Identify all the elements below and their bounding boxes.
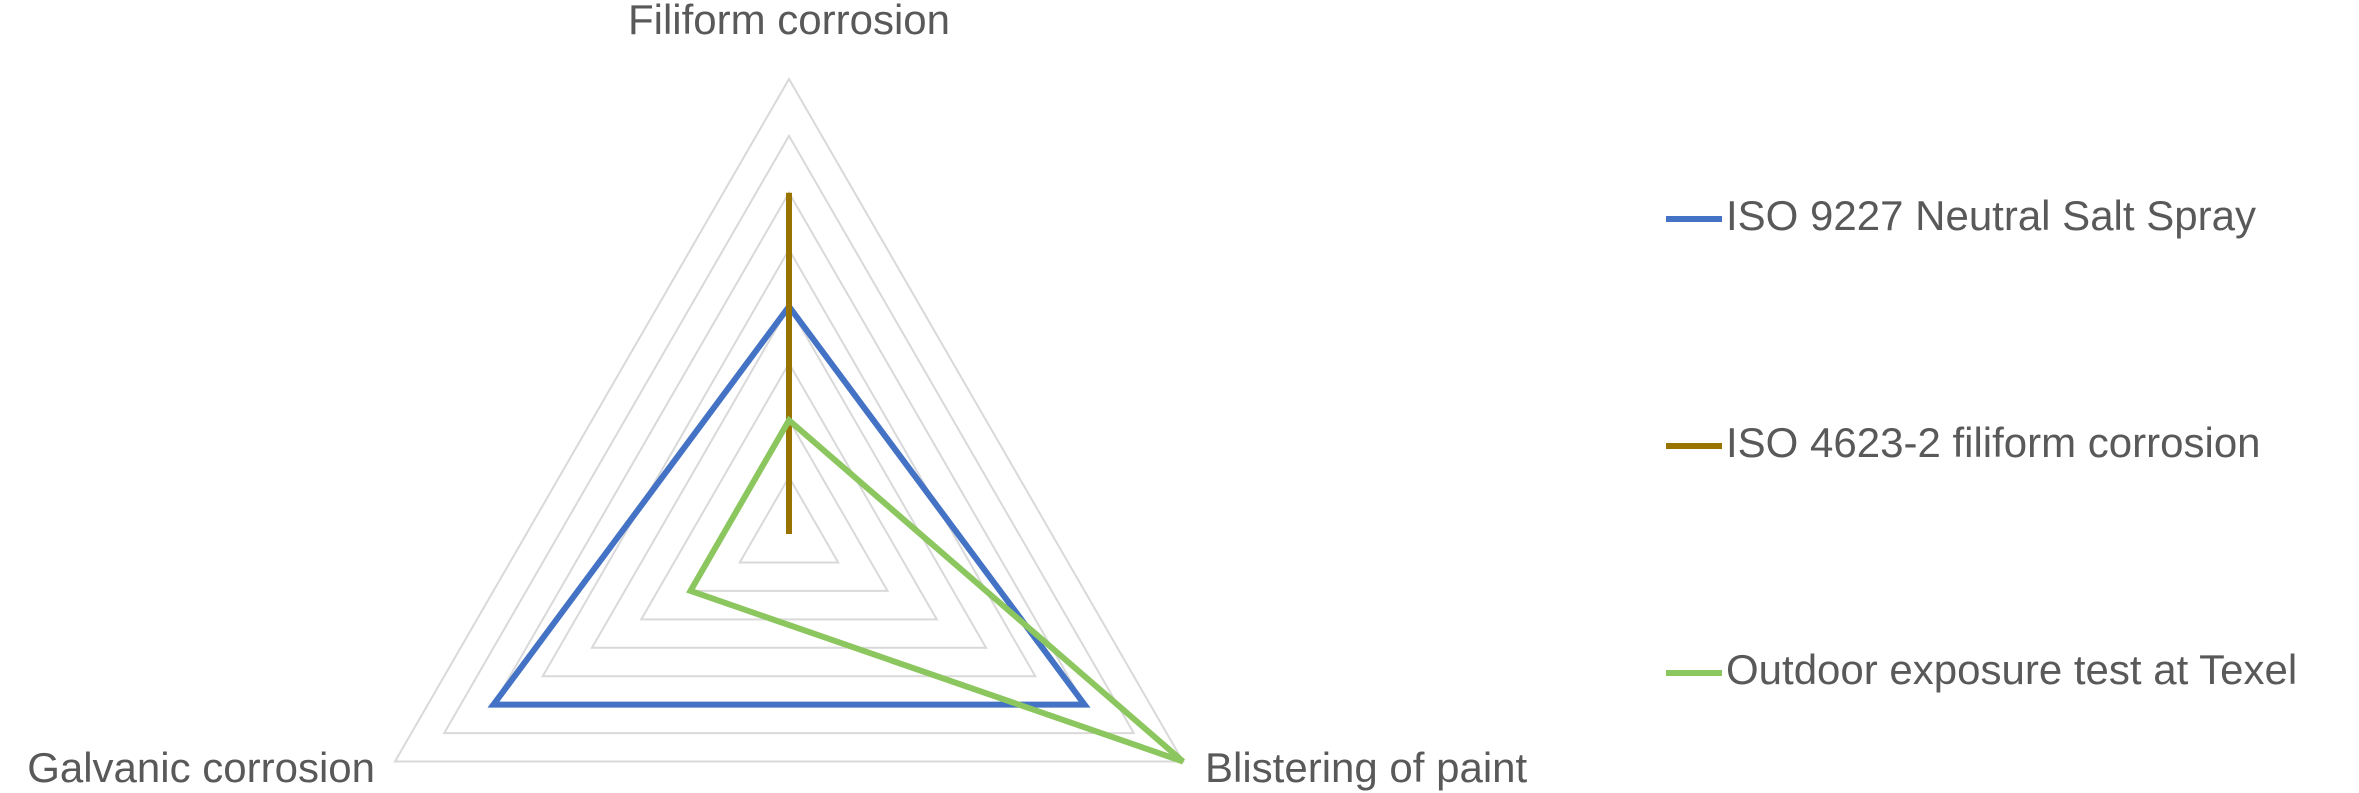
grid-ring (738, 475, 840, 564)
category-label: Filiform corrosion (628, 0, 950, 43)
grid-ring (442, 133, 1136, 735)
category-label: Blistering of paint (1205, 744, 1528, 791)
grid-ring (639, 361, 939, 621)
category-label: Galvanic corrosion (27, 744, 375, 791)
legend: ISO 9227 Neutral Salt Spray ISO 4623-2 fi… (1666, 192, 2297, 693)
grid-ring (590, 304, 988, 649)
series-line (487, 301, 1091, 708)
grid-ring (393, 76, 1185, 763)
grid-ring (540, 247, 1038, 678)
legend-label: ISO 4623-2 filiform corrosion (1726, 419, 2261, 466)
legend-label: Outdoor exposure test at Texel (1726, 646, 2297, 693)
legend-label: ISO 9227 Neutral Salt Spray (1726, 192, 2256, 239)
plot-area (487, 192, 1186, 765)
series-line (686, 415, 1186, 765)
